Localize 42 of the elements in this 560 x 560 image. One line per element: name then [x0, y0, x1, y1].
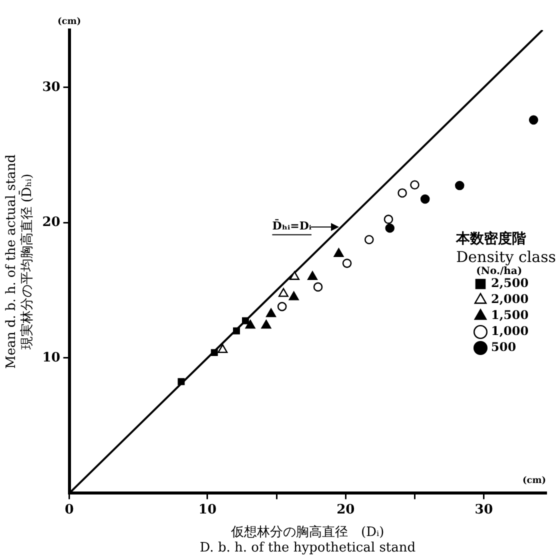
point	[218, 344, 228, 353]
legend-label: 1,000	[491, 324, 529, 338]
point	[290, 271, 300, 280]
x-tick-label: 0	[64, 502, 74, 518]
legend-label: 1,500	[491, 308, 529, 322]
point	[308, 271, 318, 280]
point	[278, 288, 288, 297]
x-axis-title: 仮想林分の胸高直径 (Dᵢ) D. b. h. of the hypothetical stand	[200, 524, 416, 556]
point	[210, 349, 218, 356]
point	[334, 248, 344, 257]
point	[342, 258, 352, 268]
point	[266, 308, 276, 318]
y-axis-title: Mean d. b. h. of the actual stand 現実林分の平均胸高直径 (D̄ₕᵢ)	[4, 154, 35, 369]
text: (cm)	[58, 16, 82, 27]
legend-label: 500	[491, 340, 516, 354]
y-tick-label: 20	[42, 215, 60, 230]
x-tick-label: 10	[198, 502, 217, 518]
point	[245, 320, 256, 329]
x-tick-label: 30	[474, 502, 493, 518]
point	[277, 302, 287, 312]
point	[454, 180, 464, 190]
point	[178, 378, 185, 386]
x-tick-label: 20	[336, 502, 355, 518]
point	[385, 223, 395, 233]
legend-label: 2,000	[491, 292, 529, 306]
point	[242, 317, 249, 324]
legend-label: 2,500	[491, 276, 529, 290]
annotation: (cm)	[522, 476, 546, 486]
point	[384, 214, 394, 224]
point	[420, 194, 430, 204]
y-tick-label: 10	[42, 350, 60, 366]
point	[528, 115, 538, 125]
point	[261, 320, 272, 329]
point	[410, 180, 420, 190]
point	[288, 291, 299, 300]
point	[313, 282, 323, 292]
y-tick-label: 30	[42, 80, 60, 95]
point	[233, 327, 240, 334]
point	[398, 188, 407, 198]
annotation: D̄ₕᵢ=Dᵢ	[272, 218, 312, 233]
point	[364, 234, 374, 244]
legend-title: 本数密度階 Density class (No./ha)	[456, 230, 556, 277]
